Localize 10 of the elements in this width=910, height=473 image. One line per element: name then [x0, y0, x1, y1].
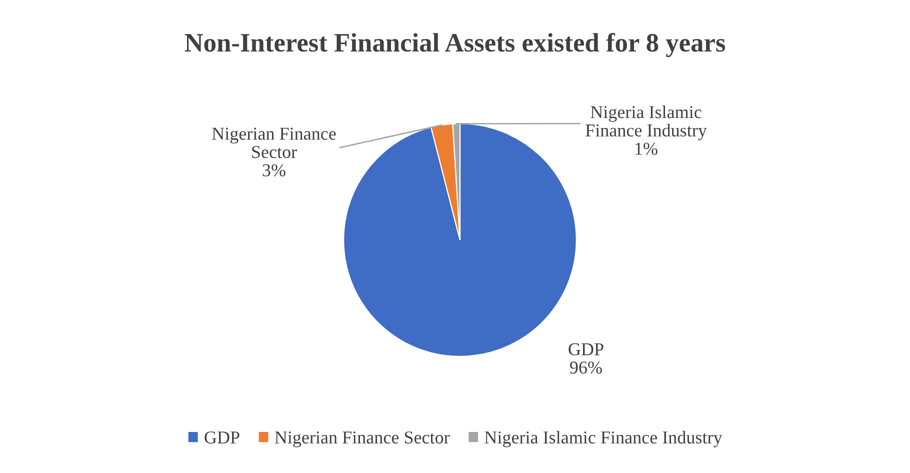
slice-label: Nigerian Finance Sector: [212, 128, 336, 158]
chart-title: Non-Interest Financial Assets existed for 8 years: [184, 32, 726, 58]
data-label: 1%: [636, 142, 658, 155]
legend-label: GDP: [204, 431, 240, 444]
slice-label: GDP: [568, 343, 604, 356]
legend-label: Nigerian Finance Sector: [274, 431, 450, 448]
slice-label: Nigeria Islamic Finance Industry: [586, 106, 707, 140]
data-label: 3%: [262, 164, 286, 176]
legend-label: Nigeria Islamic Finance Industry: [484, 430, 722, 448]
data-label: 96%: [570, 361, 602, 374]
